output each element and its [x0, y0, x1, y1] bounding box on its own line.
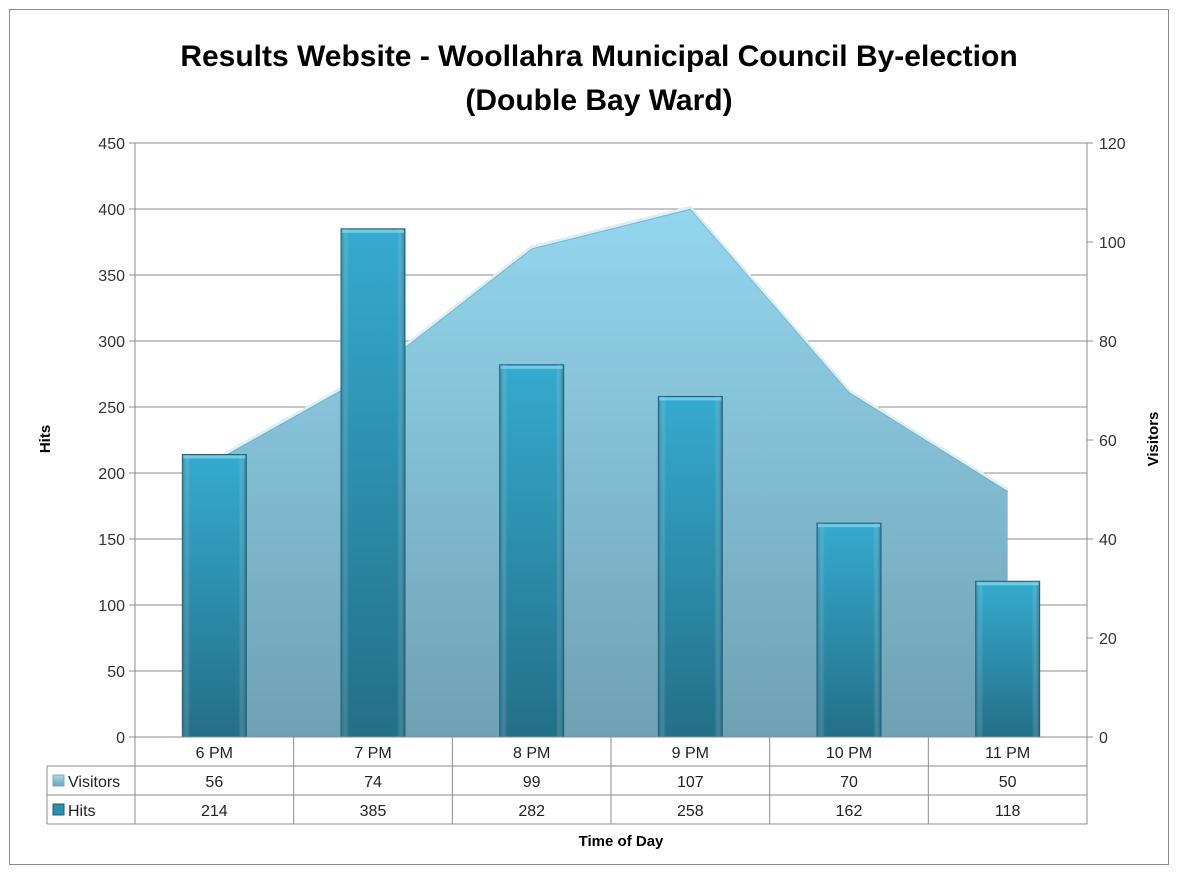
y-tick-label-left: 0 [116, 730, 125, 747]
visitors-area [214, 207, 1008, 738]
x-tick-label: 11 PM [985, 745, 1030, 762]
hits-bar [181, 454, 247, 738]
y-axis-title-left: Hits [37, 425, 54, 453]
y-tick-label-right: 60 [1099, 433, 1117, 450]
x-tick-label: 7 PM [354, 745, 391, 762]
visitors-area-layer [213, 205, 1009, 738]
y-tick-label-left: 200 [98, 466, 125, 483]
y-tick-label-right: 80 [1099, 334, 1117, 351]
y-tick-label-left: 250 [98, 400, 125, 417]
data-table-value: 282 [518, 803, 545, 820]
x-tick-label: 9 PM [672, 745, 709, 762]
y-tick-label-left: 450 [98, 136, 125, 153]
y-tick-label-right: 120 [1099, 136, 1126, 153]
y-tick-label-left: 150 [98, 532, 125, 549]
data-table-value: 50 [999, 774, 1017, 791]
right-axis-ticks: 0 20 40 60 80 100 120 [1087, 136, 1126, 747]
data-table-value: 107 [677, 774, 704, 791]
y-tick-label-left: 50 [107, 664, 125, 681]
y-tick-label-left: 350 [98, 268, 125, 285]
hits-bar [340, 228, 406, 738]
chart-frame: Results Website - Woollahra Municipal Co… [9, 9, 1169, 865]
hits-bar [657, 395, 723, 738]
y-tick-label-left: 400 [98, 202, 125, 219]
hits-bar [816, 522, 882, 738]
data-table-value: 214 [201, 803, 228, 820]
legend-swatch-hits [52, 803, 65, 816]
y-tick-label-right: 40 [1099, 532, 1117, 549]
y-tick-label-right: 0 [1099, 730, 1108, 747]
chart-title-line1: Results Website - Woollahra Municipal Co… [180, 40, 1017, 73]
data-table-value: 258 [677, 803, 704, 820]
data-table-value: 74 [364, 774, 382, 791]
legend-label: Hits [68, 803, 96, 820]
x-tick-label: 8 PM [513, 745, 550, 762]
y-tick-label-right: 100 [1099, 235, 1126, 252]
data-table-value: 56 [205, 774, 223, 791]
legend-swatch-visitors [52, 774, 65, 787]
y-tick-label-left: 100 [98, 598, 125, 615]
data-table: 6 PM 7 PM 8 PM 9 PM 10 PM 11 PM Visitors 56 74 99… [46, 737, 1088, 825]
left-axis-ticks: 0 50 100 150 200 250 300 350 400 450 [98, 136, 135, 747]
data-table-value: 70 [840, 774, 858, 791]
hits-bar [975, 580, 1041, 738]
chart-title-line2: (Double Bay Ward) [465, 84, 732, 117]
y-tick-label-right: 20 [1099, 631, 1117, 648]
data-table-value: 385 [360, 803, 387, 820]
x-tick-label: 6 PM [196, 745, 233, 762]
y-tick-label-left: 300 [98, 334, 125, 351]
data-table-value: 99 [523, 774, 541, 791]
hits-bar [499, 364, 565, 738]
y-axis-title-right: Visitors [1145, 412, 1162, 467]
legend-label: Visitors [68, 774, 120, 791]
x-tick-label: 10 PM [826, 745, 872, 762]
chart-svg: Results Website - Woollahra Municipal Co… [37, 40, 1162, 850]
data-table-value: 162 [836, 803, 863, 820]
data-table-value: 118 [995, 803, 1021, 820]
x-axis-title: Time of Day [579, 833, 664, 850]
